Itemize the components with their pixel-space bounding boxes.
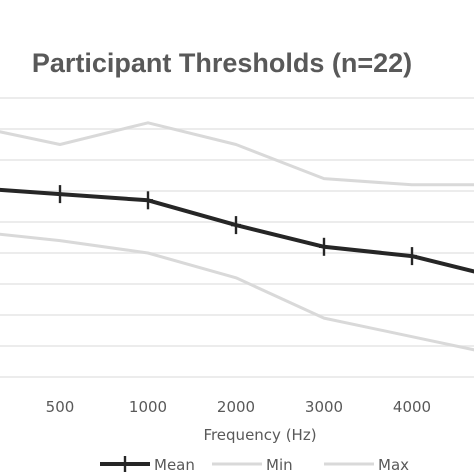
legend-label: Min [266,456,293,474]
mean-marker [231,216,241,235]
x-tick-label: 500 [46,398,75,416]
x-tick-label: 2000 [217,398,255,416]
mean-marker [407,247,417,266]
legend-item-max: Max [324,456,409,474]
series-layer [0,121,474,352]
legend-label: Max [378,456,409,474]
x-tick-label: 4000 [393,398,431,416]
mean-marker [55,185,65,204]
series-line-max [0,121,474,187]
x-tick-label: 3000 [305,398,343,416]
mean-marker [143,191,153,210]
legend-item-min: Min [212,456,293,474]
x-tick-labels: 25050010002000300040006000 [46,398,431,416]
series-line-min [0,232,474,352]
legend-item-mean: Mean [100,456,195,474]
x-axis-label: Frequency (Hz) [203,426,316,444]
legend-label: Mean [154,456,195,474]
legend: Mean Min Max [100,456,409,474]
x-tick-label: 1000 [129,398,167,416]
chart-title: Participant Thresholds (n=22) [32,48,412,78]
mean-marker [319,237,329,256]
